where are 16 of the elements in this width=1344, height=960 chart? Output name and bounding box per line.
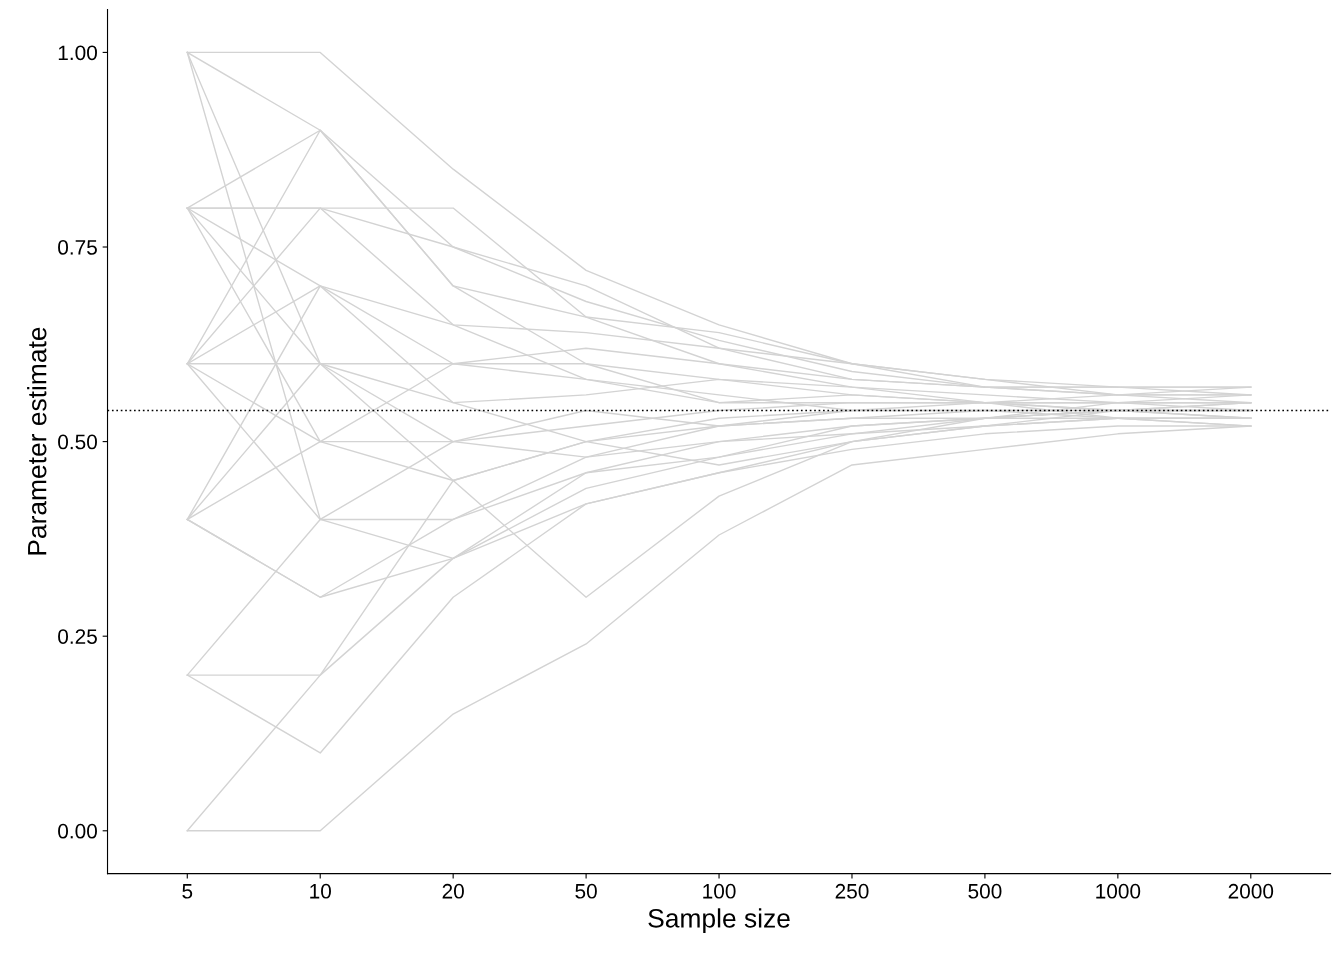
x-tick-label: 100: [703, 883, 736, 899]
x-tick-label: 1000: [1096, 883, 1141, 899]
y-tick-label: 0.75: [58, 240, 97, 255]
x-tick-label: 20: [442, 883, 464, 899]
y-tick-label: 0.50: [58, 434, 97, 450]
y-tick-label: 1.00: [58, 45, 97, 61]
x-tick-label: 500: [968, 883, 1002, 899]
x-tick-label: 250: [835, 883, 869, 899]
y-tick-label: 0.25: [58, 629, 97, 644]
y-axis-title: Parameter estimate: [27, 327, 47, 555]
x-tick-label: 2000: [1228, 883, 1274, 899]
y-tick-label: 0.00: [58, 823, 97, 839]
x-tick-label: 10: [310, 883, 331, 899]
x-tick-label: 5: [182, 884, 193, 899]
x-axis-title: Sample size: [648, 908, 790, 933]
x-tick-label: 50: [575, 883, 597, 899]
